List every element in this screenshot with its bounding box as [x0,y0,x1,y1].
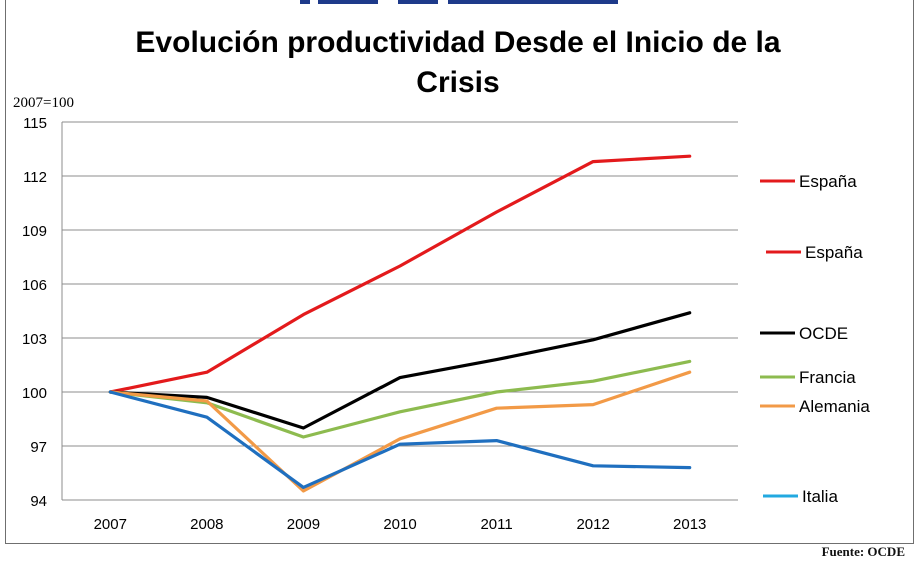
x-tick-2009: 2009 [287,516,320,533]
x-tick-2011: 2011 [480,516,512,533]
y-tick-115: 115 [23,115,47,132]
chart-frame [5,0,914,544]
cropped-top-text [300,0,618,4]
y-axis-label: 2007=100 [13,95,74,111]
series-line-ocde [108,311,692,430]
chart-title-line-1: Evolución productividad Desde el Inicio … [135,26,780,59]
y-tick-112: 112 [23,169,47,186]
source-note: Fuente: OCDE [821,544,905,559]
legend-label-1: España [805,243,863,262]
series-line-espa-a [108,154,692,394]
x-tick-2008: 2008 [190,516,223,533]
y-tick-94: 94 [30,493,47,510]
y-tick-97: 97 [30,439,47,456]
legend-label-5: Italia [802,487,838,506]
y-tick-109: 109 [22,223,47,240]
legend-label-3: Francia [799,368,856,387]
y-tick-106: 106 [22,277,47,294]
x-tick-labels: 2007 2008 2009 2010 2011 2012 2013 [94,516,707,533]
series-line-alemania [108,370,692,493]
legend: España España OCDE Francia Alemania Italia [760,172,870,506]
y-tick-103: 103 [22,331,47,348]
series-line-italia [108,390,692,489]
y-tick-100: 100 [22,385,47,402]
x-tick-2012: 2012 [576,516,609,533]
series-lines [108,154,692,493]
x-tick-2007: 2007 [94,516,127,533]
x-tick-2013: 2013 [673,516,706,533]
y-tick-labels: 94 97 100 103 106 109 112 115 [22,115,47,510]
grid-lines [61,121,738,501]
x-tick-2010: 2010 [383,516,416,533]
legend-label-0: España [799,172,857,191]
chart-title-line-2: Crisis [416,66,499,99]
legend-label-2: OCDE [799,324,848,343]
legend-label-4: Alemania [799,397,870,416]
